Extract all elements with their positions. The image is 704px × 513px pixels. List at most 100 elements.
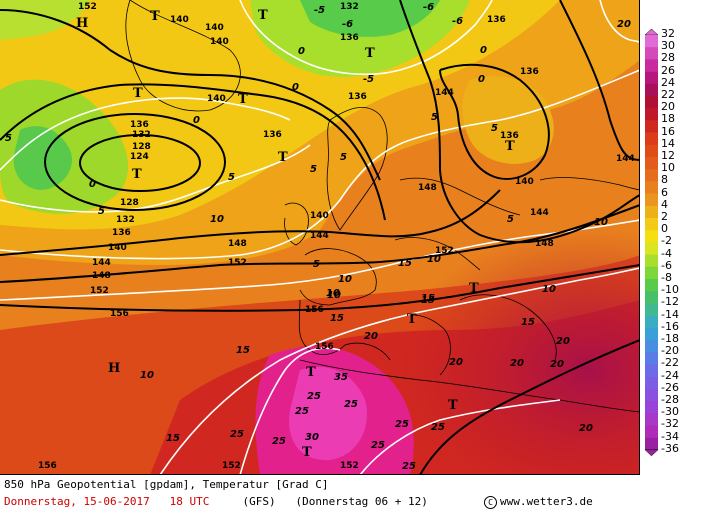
svg-text:20: 20: [550, 359, 564, 370]
legend-tick-label: 12: [661, 149, 675, 162]
svg-text:10: 10: [542, 284, 556, 295]
svg-text:5: 5: [313, 259, 320, 270]
legend-swatch: [645, 132, 658, 146]
legend-tick-label: 32: [661, 27, 675, 40]
legend-tick-label: -2: [661, 234, 672, 248]
svg-text:0: 0: [89, 179, 96, 190]
svg-text:-5: -5: [314, 5, 325, 16]
legend-swatch: [645, 315, 658, 329]
legend-swatch: [645, 108, 658, 121]
legend-swatch: [645, 413, 658, 426]
svg-text:10: 10: [427, 254, 441, 265]
low-symbol: T: [505, 139, 515, 154]
svg-text:15: 15: [236, 345, 250, 356]
svg-text:156: 156: [315, 342, 334, 352]
svg-text:148: 148: [535, 239, 554, 249]
svg-text:156: 156: [38, 461, 57, 471]
svg-text:15: 15: [521, 317, 535, 328]
svg-text:10: 10: [210, 214, 224, 225]
svg-text:140: 140: [207, 94, 226, 104]
svg-text:20: 20: [617, 19, 631, 30]
svg-text:136: 136: [520, 67, 539, 77]
svg-text:148: 148: [92, 271, 111, 281]
svg-text:5: 5: [98, 206, 105, 217]
map-footer: 850 hPa Geopotential [gpdam], Temperatur…: [0, 476, 704, 513]
svg-text:156: 156: [110, 309, 129, 319]
legend-tick-label: 18: [661, 112, 675, 126]
low-symbol: T: [150, 9, 160, 24]
temperature-labels: -5 -6 -6 -6 0 0 0 0 0 5 5 5 5 5 5 10 10 …: [5, 2, 631, 472]
low-symbol: T: [448, 398, 458, 413]
svg-text:140: 140: [210, 37, 229, 47]
high-symbol: H: [76, 16, 88, 31]
date-label: Donnerstag, 15-06-2017: [4, 495, 150, 508]
legend-swatch: [645, 327, 658, 341]
low-symbol: T: [407, 312, 417, 327]
legend-tick-label: 6: [661, 185, 668, 199]
weather-map: H T T T T T T T T T T T T T H 152 140 14…: [0, 0, 640, 475]
source-link[interactable]: www.wetter3.de: [500, 495, 593, 508]
legend-arrow-up: [645, 29, 658, 36]
svg-text:152: 152: [78, 2, 97, 12]
svg-text:10: 10: [326, 288, 340, 299]
legend-color-bar: [645, 29, 658, 457]
svg-text:5: 5: [228, 172, 235, 183]
legend-tick-label: -20: [661, 344, 679, 358]
legend-swatch: [645, 96, 658, 109]
svg-text:15: 15: [166, 433, 180, 444]
svg-text:25: 25: [395, 419, 409, 430]
svg-text:25: 25: [402, 461, 416, 472]
legend-tick-label: 10: [661, 161, 675, 175]
legend-swatch: [645, 242, 658, 255]
svg-text:140: 140: [170, 15, 189, 25]
legend-swatch: [645, 437, 658, 451]
legend-swatch: [645, 83, 658, 97]
svg-text:10: 10: [338, 274, 352, 285]
legend-tick-label: 16: [661, 124, 675, 138]
legend-tick-label: -4: [661, 246, 672, 260]
svg-text:136: 136: [500, 131, 519, 141]
svg-text:10: 10: [327, 290, 341, 301]
svg-text:25: 25: [431, 422, 445, 433]
svg-text:144: 144: [530, 208, 549, 218]
legend-tick-label: 22: [661, 88, 675, 101]
legend-swatch: [645, 291, 658, 304]
svg-text:35: 35: [334, 372, 348, 383]
cold-core-west: [13, 126, 72, 190]
svg-text:0: 0: [193, 115, 200, 126]
legend-swatch: [645, 401, 658, 414]
low-symbol: T: [306, 365, 316, 380]
low-symbol: T: [133, 86, 143, 101]
svg-text:25: 25: [230, 429, 244, 440]
svg-text:20: 20: [510, 358, 524, 369]
legend-swatch: [645, 59, 658, 72]
low-symbol: T: [132, 167, 142, 182]
valid-label: (Donnerstag 06 + 12): [295, 495, 428, 508]
svg-text:10: 10: [594, 217, 608, 228]
legend-tick-label: -10: [661, 283, 679, 297]
svg-text:25: 25: [344, 399, 358, 410]
isohypses: [0, 0, 639, 474]
time-label: 18 UTC: [169, 495, 210, 508]
legend-tick-label: -22: [661, 356, 679, 370]
low-symbol: T: [238, 92, 248, 107]
legend-tick-label: -18: [661, 332, 679, 345]
legend-swatch: [645, 218, 658, 231]
svg-text:152: 152: [90, 286, 109, 296]
legend-tick-label: 24: [661, 75, 675, 89]
legend-swatch: [645, 230, 658, 243]
legend-swatch: [645, 388, 658, 402]
legend-swatch: [645, 279, 658, 292]
svg-text:5: 5: [491, 123, 498, 134]
legend-tick-label: -32: [661, 417, 679, 431]
svg-text:136: 136: [348, 92, 367, 102]
pressure-labels: 152 140 140 140 132 136 136 140 136 132 …: [38, 2, 635, 471]
svg-text:30: 30: [305, 432, 319, 443]
svg-text:-6: -6: [452, 16, 463, 27]
svg-text:5: 5: [310, 164, 317, 175]
svg-text:15: 15: [330, 313, 344, 324]
svg-text:15: 15: [421, 293, 435, 304]
cold-zone-nw: [0, 0, 90, 40]
date-line: Donnerstag, 15-06-2017 18 UTC (GFS) (Don…: [4, 495, 428, 508]
